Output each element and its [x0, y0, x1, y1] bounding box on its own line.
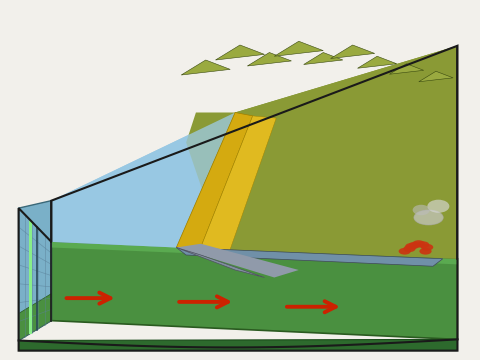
- Polygon shape: [436, 71, 453, 78]
- Polygon shape: [206, 60, 230, 69]
- Ellipse shape: [408, 242, 420, 248]
- Ellipse shape: [413, 205, 430, 215]
- Polygon shape: [19, 294, 51, 341]
- Polygon shape: [269, 53, 291, 61]
- Ellipse shape: [398, 248, 411, 255]
- Polygon shape: [51, 242, 457, 339]
- Polygon shape: [407, 64, 424, 70]
- Ellipse shape: [412, 240, 425, 247]
- Polygon shape: [51, 242, 457, 264]
- Polygon shape: [51, 112, 235, 248]
- Polygon shape: [176, 112, 253, 250]
- Polygon shape: [200, 116, 276, 252]
- Polygon shape: [304, 53, 343, 64]
- Polygon shape: [19, 339, 457, 351]
- Polygon shape: [389, 64, 424, 74]
- Polygon shape: [240, 45, 264, 54]
- Ellipse shape: [405, 243, 418, 250]
- Polygon shape: [176, 248, 443, 266]
- Polygon shape: [419, 71, 453, 82]
- Polygon shape: [176, 46, 457, 259]
- Polygon shape: [247, 53, 291, 66]
- Polygon shape: [176, 248, 264, 278]
- Polygon shape: [51, 112, 235, 248]
- Polygon shape: [323, 53, 343, 60]
- Polygon shape: [299, 41, 323, 51]
- Ellipse shape: [403, 245, 416, 252]
- Polygon shape: [358, 56, 397, 68]
- Polygon shape: [176, 46, 457, 259]
- Polygon shape: [353, 45, 375, 53]
- Polygon shape: [181, 60, 230, 75]
- Polygon shape: [274, 41, 323, 56]
- Ellipse shape: [420, 248, 432, 255]
- Polygon shape: [331, 45, 375, 59]
- Ellipse shape: [421, 244, 433, 251]
- Polygon shape: [19, 201, 51, 341]
- Polygon shape: [29, 220, 32, 334]
- Polygon shape: [377, 56, 397, 64]
- Ellipse shape: [417, 241, 429, 248]
- Ellipse shape: [414, 210, 443, 225]
- Polygon shape: [176, 244, 299, 278]
- Ellipse shape: [427, 200, 449, 213]
- Polygon shape: [216, 45, 264, 60]
